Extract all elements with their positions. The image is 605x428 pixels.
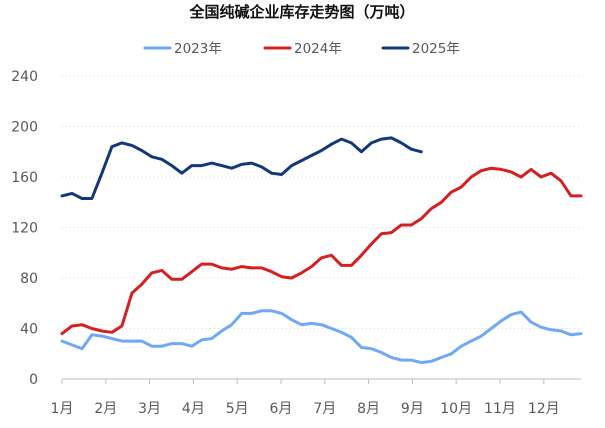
x-tick-label: 2月 bbox=[94, 401, 117, 417]
x-axis-ticks: 1月 2月 3月 4月 5月 6月 7月 8月 9月 10月 11月 12月 bbox=[51, 379, 560, 417]
y-tick-label: 0 bbox=[29, 372, 38, 388]
y-tick-label: 160 bbox=[11, 170, 38, 186]
legend-item-2025[interactable]: 2025年 bbox=[381, 41, 460, 57]
x-tick-label: 1月 bbox=[51, 401, 74, 417]
x-tick-label: 12月 bbox=[528, 401, 560, 417]
x-tick-label: 7月 bbox=[313, 401, 336, 417]
y-tick-label: 120 bbox=[11, 221, 38, 237]
legend-label-2025: 2025年 bbox=[412, 41, 460, 57]
x-tick-label: 8月 bbox=[357, 401, 380, 417]
y-axis-ticks: 0 40 80 120 160 200 240 bbox=[11, 69, 38, 388]
x-tick-label: 9月 bbox=[401, 401, 424, 417]
series-line-2025 bbox=[60, 136, 423, 200]
legend-item-2023[interactable]: 2023年 bbox=[143, 41, 222, 57]
legend: 2023年 2024年 2025年 bbox=[143, 41, 460, 57]
series-line-2024 bbox=[60, 166, 583, 336]
chart-title: 全国纯碱企业库存走势图（万吨） bbox=[188, 3, 414, 21]
gridlines bbox=[62, 75, 581, 329]
legend-label-2024: 2024年 bbox=[294, 41, 342, 57]
x-tick-label: 10月 bbox=[440, 401, 472, 417]
y-tick-label: 200 bbox=[11, 120, 38, 136]
x-tick-label: 6月 bbox=[270, 401, 293, 417]
x-tick-label: 4月 bbox=[182, 401, 205, 417]
legend-label-2023: 2023年 bbox=[174, 41, 222, 57]
series-lines bbox=[60, 136, 583, 365]
legend-item-2024[interactable]: 2024年 bbox=[263, 41, 342, 57]
y-tick-label: 240 bbox=[11, 69, 38, 85]
series-line-2023 bbox=[60, 309, 583, 365]
y-tick-label: 40 bbox=[20, 322, 38, 338]
x-tick-label: 3月 bbox=[138, 401, 161, 417]
y-tick-label: 80 bbox=[20, 271, 38, 287]
x-tick-label: 5月 bbox=[226, 401, 249, 417]
x-tick-label: 11月 bbox=[484, 401, 516, 417]
